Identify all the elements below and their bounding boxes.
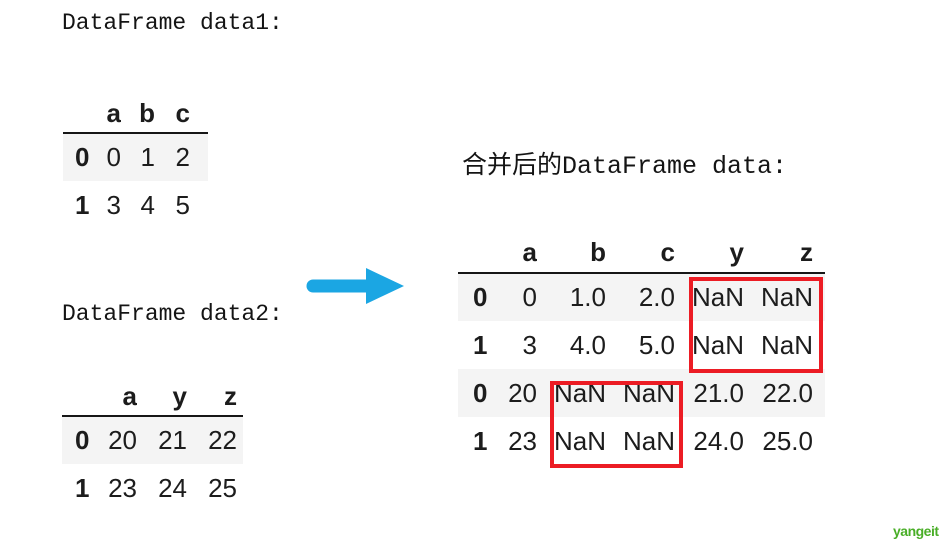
column-header: a (106, 98, 121, 128)
column-header: c (660, 237, 675, 267)
nan-cell: NaN (553, 425, 606, 456)
data1-title: DataFrame data1: (62, 10, 283, 36)
table-cell: 5 (175, 189, 190, 220)
column-header: y (172, 381, 187, 411)
row-index: 0 (75, 425, 90, 455)
row-index: 1 (75, 189, 90, 220)
table-cell: 22 (208, 425, 237, 455)
table-cell: 23 (508, 425, 537, 456)
table-cell: 3 (522, 329, 537, 360)
table-cell: 2.0 (638, 282, 675, 312)
data2-title: DataFrame data2: (62, 301, 283, 327)
row-index: 1 (473, 425, 488, 456)
table-row: 1 3 4 5 (63, 181, 208, 229)
table-cell: 24 (158, 472, 187, 503)
column-header: a (522, 237, 537, 267)
table-cell: 21.0 (693, 377, 744, 408)
table-cell: 25.0 (762, 425, 813, 456)
column-header: a (122, 381, 137, 411)
table-row: 1 23 NaN NaN 24.0 25.0 (458, 417, 825, 465)
table-row: 1 3 4.0 5.0 NaN NaN (458, 321, 825, 369)
table-cell: 2 (175, 142, 190, 172)
table-row: 0 20 NaN NaN 21.0 22.0 (458, 369, 825, 417)
row-index: 0 (75, 142, 90, 172)
row-index: 1 (75, 472, 90, 503)
nan-cell: NaN (760, 329, 813, 360)
nan-cell: NaN (622, 425, 675, 456)
table-cell: 1.0 (569, 282, 606, 312)
table-cell: 4 (140, 189, 155, 220)
nan-cell: NaN (553, 377, 606, 408)
column-header: z (224, 381, 237, 411)
table-cell: 25 (208, 472, 237, 503)
data1-table: a b c 0 0 1 2 1 3 4 5 (63, 95, 208, 229)
table-cell: 5.0 (638, 329, 675, 360)
table-cell: 20 (108, 425, 137, 455)
table-row: 0 0 1 2 (63, 133, 208, 181)
corner-cell (458, 233, 488, 273)
table-cell: 23 (108, 472, 137, 503)
table-cell: 24.0 (693, 425, 744, 456)
table-cell: 21 (158, 425, 187, 455)
row-index: 0 (473, 282, 488, 312)
column-header: c (175, 98, 190, 128)
data1-header-row: a b c (63, 95, 208, 133)
yangeit-logo: yangeit (893, 523, 939, 539)
corner-cell (62, 378, 100, 416)
column-header: z (800, 237, 813, 267)
nan-cell: NaN (622, 377, 675, 408)
table-row: 0 20 21 22 (62, 416, 243, 464)
table-cell: 20 (508, 377, 537, 408)
table-cell: 22.0 (762, 377, 813, 408)
table-cell: 1 (140, 142, 155, 172)
merged-title: 合并后的DataFrame data: (462, 152, 788, 181)
column-header: b (590, 237, 606, 267)
nan-cell: NaN (691, 329, 744, 360)
table-cell: 0 (522, 282, 537, 312)
column-header: y (729, 237, 744, 267)
nan-cell: NaN (691, 282, 744, 312)
row-index: 1 (473, 329, 488, 360)
data2-header-row: a y z (62, 378, 243, 416)
nan-cell: NaN (760, 282, 813, 312)
merged-header-row: a b c y z (458, 233, 825, 273)
table-row: 1 23 24 25 (62, 464, 243, 512)
right-arrow-icon (306, 268, 404, 304)
table-cell: 4.0 (569, 329, 606, 360)
corner-cell (63, 95, 95, 133)
table-row: 0 0 1.0 2.0 NaN NaN (458, 273, 825, 321)
merged-dataframe-table: a b c y z 0 0 1.0 2.0 NaN NaN 1 3 4.0 5.… (458, 233, 825, 465)
row-index: 0 (473, 377, 488, 408)
table-cell: 0 (106, 142, 121, 172)
column-header: b (139, 98, 155, 128)
data2-table: a y z 0 20 21 22 1 23 24 25 (62, 378, 243, 512)
table-cell: 3 (106, 189, 121, 220)
